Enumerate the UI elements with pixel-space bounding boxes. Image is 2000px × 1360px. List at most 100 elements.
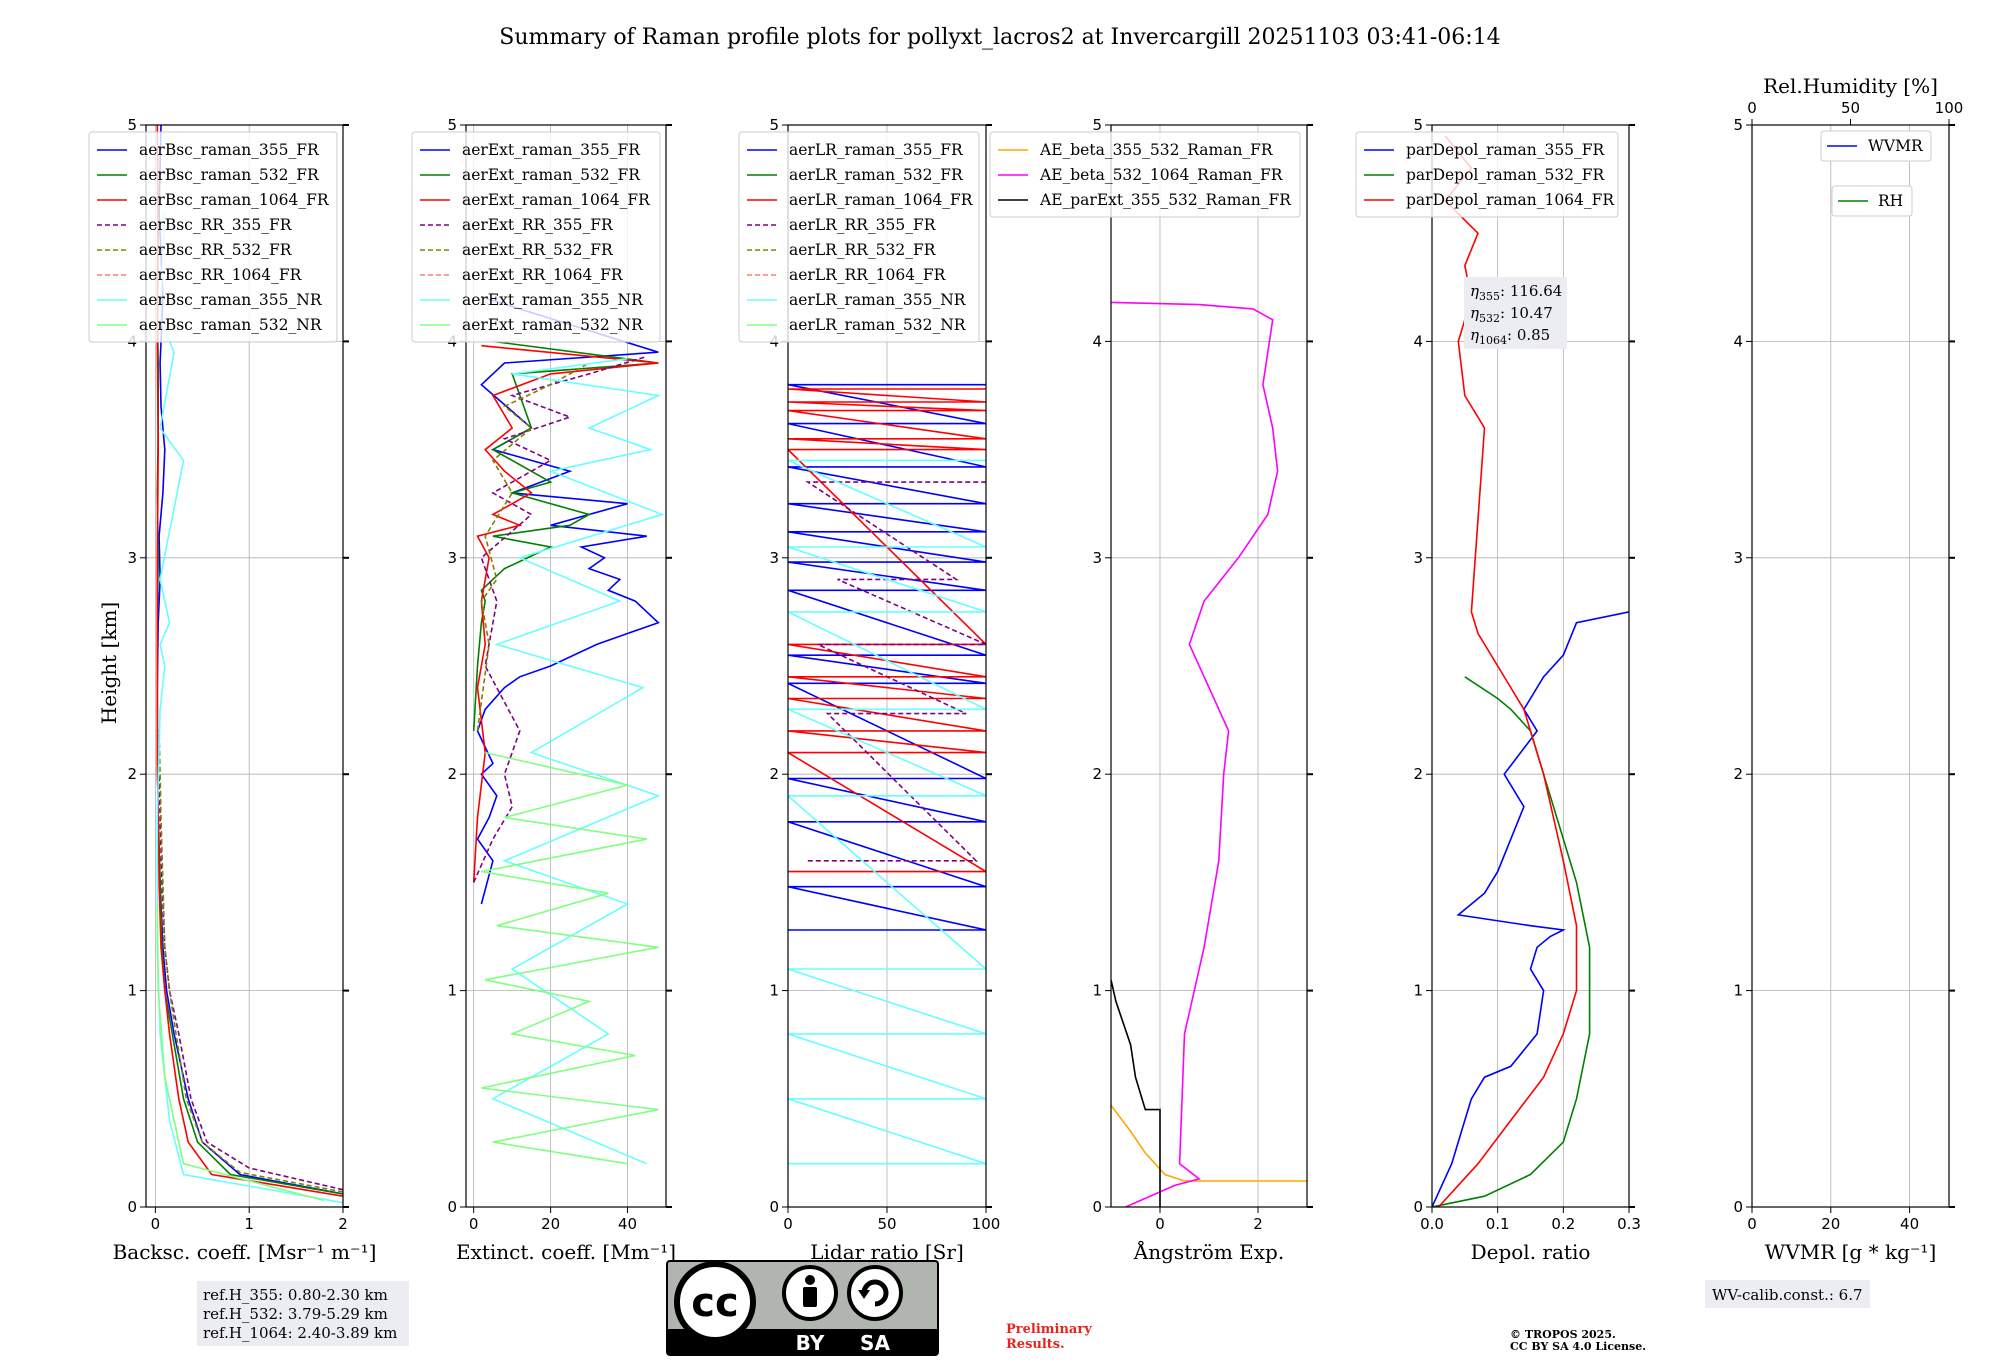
legend-box [88,131,338,343]
eta-annotation: η1064: 0.85 [1470,326,1550,347]
y-tick-label: 0 [1733,1198,1743,1216]
series-aerExt_raman_1064_FR [472,344,659,883]
copyright-line1: © TROPOS 2025. [1510,1328,1616,1341]
legend-label: AE_parExt_355_532_Raman_FR [1039,191,1292,209]
eta-annotation: η355: 116.64 [1470,282,1562,303]
legend-label: aerLR_RR_532_FR [789,241,937,259]
series-aerExt_raman_532_NR [481,751,659,1165]
series-aerLR_raman_355_FR [788,383,986,931]
series-aerBsc_raman_355_NR [156,211,343,1204]
y-tick-label: 2 [1733,765,1743,783]
series-aerExt_RR_532_FR [476,362,590,732]
figure-title: Summary of Raman profile plots for polly… [499,25,1500,50]
series-group [156,125,343,1204]
x-tick-label: 20 [541,1215,560,1233]
eta-symbol: η [1470,326,1479,344]
x-tick-label: 40 [1900,1215,1919,1233]
y-tick-label: 1 [447,982,457,1000]
cc-logo-icon [674,1261,756,1343]
series-aerBsc_RR_355_FR [158,774,343,1191]
legend-label: AE_beta_355_532_Raman_FR [1039,141,1274,159]
panel-depol: 0.0 0.1 0.2 0.3 0 1 2 3 4 5 Depol. ratio parDepol_r… [1355,116,1641,1264]
legend-depol: parDepol_raman_355_FR parDepol_raman_532_… [1355,131,1619,218]
eta-subscript: 355 [1479,290,1500,303]
series-aerBsc_raman_1064_FR [156,125,343,1197]
legend-lr: aerLR_raman_355_FR aerLR_raman_532_FR aerL… [738,131,980,343]
top-x-axis-label: Rel.Humidity [%] [1763,74,1938,98]
legend-rh-box [1831,185,1913,217]
cc-license-badge: cc BY SA [666,1260,939,1356]
y-tick-label: 5 [769,116,779,134]
x-axis-label: Ångström Exp. [1133,1239,1284,1264]
legend-label: AE_beta_532_1064_Raman_FR [1039,166,1284,184]
y-tick-label: 1 [127,982,137,1000]
y-tick-label: 2 [769,765,779,783]
y-tick-label: 1 [769,982,779,1000]
legend-label: aerExt_RR_355_FR [462,216,614,234]
series-group [1432,135,1629,1207]
copyright-line2: CC BY SA 4.0 License. [1510,1340,1646,1353]
x-axis-label: Depol. ratio [1471,1240,1591,1264]
series-aerBsc_raman_532_NR [156,903,325,1202]
y-axis-label: Height [km] [97,602,121,724]
y-tick-label: 3 [1413,549,1423,567]
y-tick-label: 2 [447,765,457,783]
series-aerExt_raman_355_FR [476,297,660,905]
axes-frame [465,124,667,1208]
series-aerExt_raman_355_NR [491,357,665,1165]
series-group [788,383,986,1165]
x-tick-label: 100 [972,1215,1001,1233]
y-tick-label: 0 [1413,1198,1423,1216]
x-tick-label: 0.1 [1486,1215,1510,1233]
series-aerLR_RR_355_FR [805,481,986,862]
legend-bsc: aerBsc_raman_355_FR aerBsc_raman_532_FRae… [88,131,338,343]
y-tick-label: 3 [1092,549,1102,567]
ref-height-1064: ref.H_1064: 2.40-3.89 km [203,1324,397,1342]
axes-frame [1431,124,1630,1208]
x-axis-label: WVMR [g * kg⁻¹] [1765,1240,1937,1264]
legend-label: aerExt_RR_1064_FR [462,266,624,284]
panel-ext: 02040012345Extinct. coeff. [Mm⁻¹]aerExt_… [411,116,676,1264]
y-tick-label: 0 [769,1198,779,1216]
svg-text:cc: cc [691,1280,738,1326]
series-group [1111,301,1307,1207]
ref-height-532: ref.H_532: 3.79-5.29 km [203,1305,388,1323]
legend-box [989,131,1301,218]
results-label: Results. [1006,1337,1065,1352]
svg-text:SA: SA [860,1331,890,1355]
legend-box [1355,131,1619,218]
series-AE_beta_355_532_Raman_FR [1111,1104,1307,1182]
legend-label: aerLR_RR_1064_FR [789,266,947,284]
legend-ae: AE_beta_355_532_Raman_FR AE_beta_532_1064… [989,131,1301,218]
series-parDepol_raman_532_FR [1432,676,1591,1207]
legend-rh-label: RH [1878,192,1903,210]
series-parDepol_raman_1064_FR [1438,135,1578,1207]
y-tick-label: 2 [127,765,137,783]
svg-text:BY: BY [796,1331,825,1355]
eta-value: : 0.85 [1507,326,1550,344]
preliminary-label: Preliminary [1006,1322,1092,1337]
top-x-tick-label: 100 [1935,99,1964,117]
axes-frame [1751,124,1950,1208]
panel-lr: 050100012345Lidar ratio [Sr]aerLR_raman_… [738,116,1001,1264]
share-alike-icon [847,1265,903,1321]
ref-height-box [197,1281,409,1346]
y-tick-label: 5 [1092,116,1102,134]
y-tick-label: 3 [769,549,779,567]
legend-label: aerBsc_raman_355_FR [139,141,320,159]
eta-subscript: 532 [1479,312,1500,325]
x-tick-label: 0 [783,1215,793,1233]
legend-label: aerBsc_RR_355_FR [139,216,293,234]
y-tick-label: 3 [127,549,137,567]
y-tick-label: 2 [1092,765,1102,783]
x-axis-label: Extinct. coeff. [Mm⁻¹] [456,1240,676,1264]
x-tick-label: 40 [618,1215,637,1233]
panels: 012012345Backsc. coeff. [Msr⁻¹ m⁻¹]aerBs… [88,74,1964,1264]
legend-label: parDepol_raman_1064_FR [1406,191,1615,209]
legend-label: aerLR_raman_355_FR [789,141,964,159]
x-tick-label: 0 [151,1215,161,1233]
series-aerLR_raman_1064_FR [788,388,986,873]
legend-wvmr-box [1820,130,1932,162]
legend-label: aerExt_raman_355_NR [462,291,644,309]
